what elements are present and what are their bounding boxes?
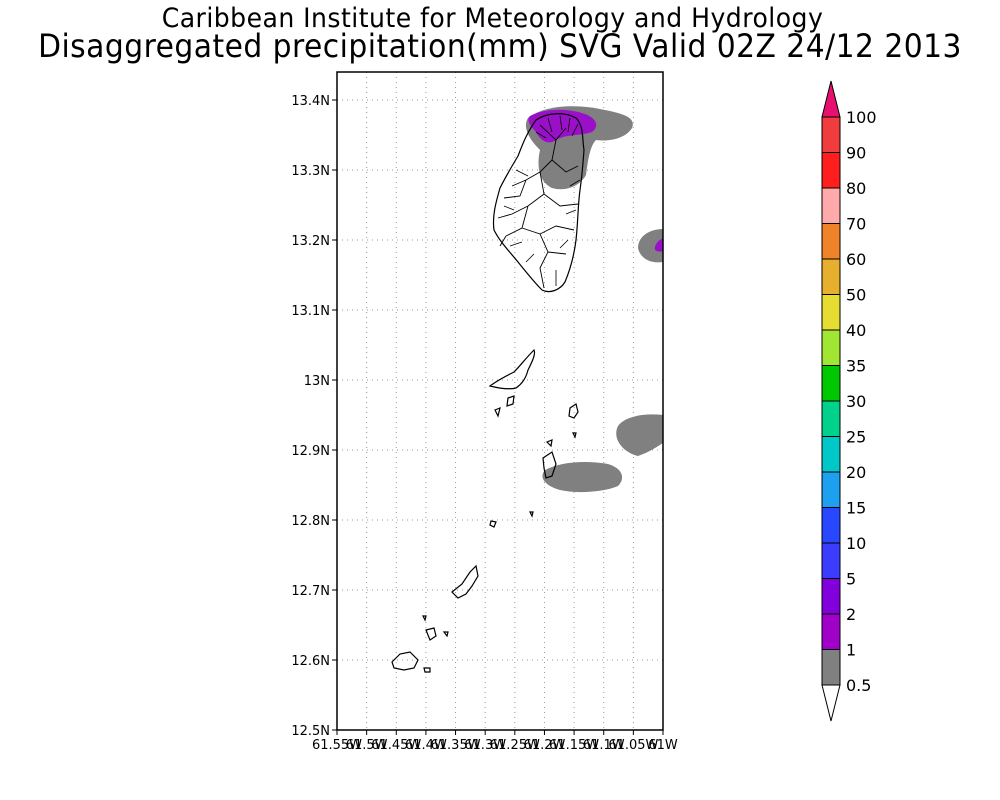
lat-tick-label: 13.3N	[291, 164, 330, 179]
precip-moderate-areas	[528, 109, 663, 252]
colorbar-label: 30	[846, 392, 866, 411]
colorbar-segment	[821, 329, 841, 366]
lon-tick-label: 61.55W	[312, 738, 362, 753]
map-plot-area	[337, 72, 663, 730]
coastline-union-island	[451, 564, 479, 599]
colorbar-segment	[821, 365, 841, 402]
coastlines	[391, 113, 585, 673]
coastline-islet-2	[494, 407, 501, 418]
colorbar-label: 80	[846, 179, 866, 198]
precip-moderate-east	[654, 238, 663, 252]
colorbar-label: 60	[846, 250, 866, 269]
colorbar-label: 5	[846, 570, 856, 589]
institute-title: Caribbean Institute for Meteorology and …	[161, 3, 824, 34]
colorbar-label: 15	[846, 499, 866, 518]
lon-tick-label: 61.3W	[464, 738, 506, 753]
precip-area-east-upper	[638, 229, 663, 263]
coastline-islet-7	[422, 615, 427, 622]
colorbar-segment	[821, 294, 841, 331]
lat-tick-label: 13.4N	[291, 94, 330, 109]
colorbar-segment	[821, 542, 841, 579]
colorbar-segment	[821, 223, 841, 260]
lon-tick-label: 61.25W	[490, 738, 540, 753]
map-frame	[336, 71, 664, 731]
lon-tick-label: 61.1W	[583, 738, 625, 753]
lat-tick-label: 12.8N	[291, 514, 330, 529]
lon-tick-label: 61.4W	[405, 738, 447, 753]
colorbar-bottom-arrow	[821, 684, 841, 722]
lat-tick-label: 13.1N	[291, 304, 330, 319]
precip-moderate-north	[528, 109, 597, 143]
colorbar-label: 70	[846, 215, 866, 234]
colorbar-label: 50	[846, 286, 866, 305]
colorbar-top-arrow	[821, 80, 841, 118]
colorbar-label: 2	[846, 605, 856, 624]
colorbar-label: 0.5	[846, 676, 871, 695]
lon-tick-label: 61.2W	[524, 738, 566, 753]
precip-colorbar: 100 90 80 70 60 50 40 35 30 25 20 15 10 5 2 1 0.5	[821, 80, 877, 722]
lat-tick-label: 12.6N	[291, 654, 330, 669]
lon-tick-label: 61.35W	[431, 738, 481, 753]
lon-tick-label: 61.05W	[608, 738, 658, 753]
lon-tick-label: 61.45W	[371, 738, 421, 753]
lat-tick-label: 12.7N	[291, 584, 330, 599]
lon-tick-label: 61.15W	[549, 738, 599, 753]
coastline-islet-5	[442, 631, 449, 638]
colorbar-segment	[821, 152, 841, 189]
longitude-axis: 61.55W61.5W61.45W61.4W61.35W61.3W61.25W6…	[312, 730, 678, 753]
coastline-islet-8	[572, 432, 577, 439]
colorbar-label: 20	[846, 463, 866, 482]
coastline-carriacou	[391, 651, 419, 671]
colorbar-label: 1	[846, 641, 856, 660]
colorbar-label: 10	[846, 534, 866, 553]
colorbar-label: 35	[846, 357, 866, 376]
precip-area-east-middle	[616, 414, 663, 456]
colorbar-label: 100	[846, 108, 877, 127]
colorbar-segment	[821, 187, 841, 224]
coastline-mustique	[568, 403, 579, 419]
coastline-islet-6	[423, 667, 431, 673]
colorbar-segment	[821, 507, 841, 544]
product-title: Disaggregated precipitation(mm) SVG Vali…	[38, 27, 962, 65]
coastline-st-vincent	[492, 113, 585, 293]
coastline-islet-4	[529, 511, 534, 518]
colorbar-segment	[821, 471, 841, 508]
coastline-islet-1	[506, 395, 515, 407]
coastline-bequia	[488, 348, 536, 390]
colorbar-segment	[821, 258, 841, 295]
colorbar-segment	[821, 578, 841, 615]
lat-tick-label: 13N	[304, 374, 330, 389]
latitude-axis: 13.4N 13.3N 13.2N 13.1N 13N 12.9N 12.8N 12.7N 12…	[291, 94, 337, 739]
lat-tick-label: 12.5N	[291, 724, 330, 739]
coastline-islet-3	[489, 520, 497, 528]
colorbar-label: 40	[846, 321, 866, 340]
coastline-canouan	[542, 451, 557, 479]
precip-area-southeast	[542, 462, 623, 493]
colorbar-segment	[821, 436, 841, 473]
colorbar-label: 90	[846, 144, 866, 163]
colorbar-segment	[821, 649, 841, 686]
lat-tick-label: 13.2N	[291, 234, 330, 249]
coastline-petit-martinique	[425, 627, 437, 641]
lon-tick-label: 61W	[648, 738, 678, 753]
coastline-islet-9	[545, 439, 553, 448]
colorbar-segment	[821, 116, 841, 153]
colorbar-label: 25	[846, 428, 866, 447]
colorbar-segment	[821, 613, 841, 650]
lat-tick-label: 12.9N	[291, 444, 330, 459]
lon-tick-label: 61.5W	[346, 738, 388, 753]
colorbar-segment	[821, 400, 841, 437]
